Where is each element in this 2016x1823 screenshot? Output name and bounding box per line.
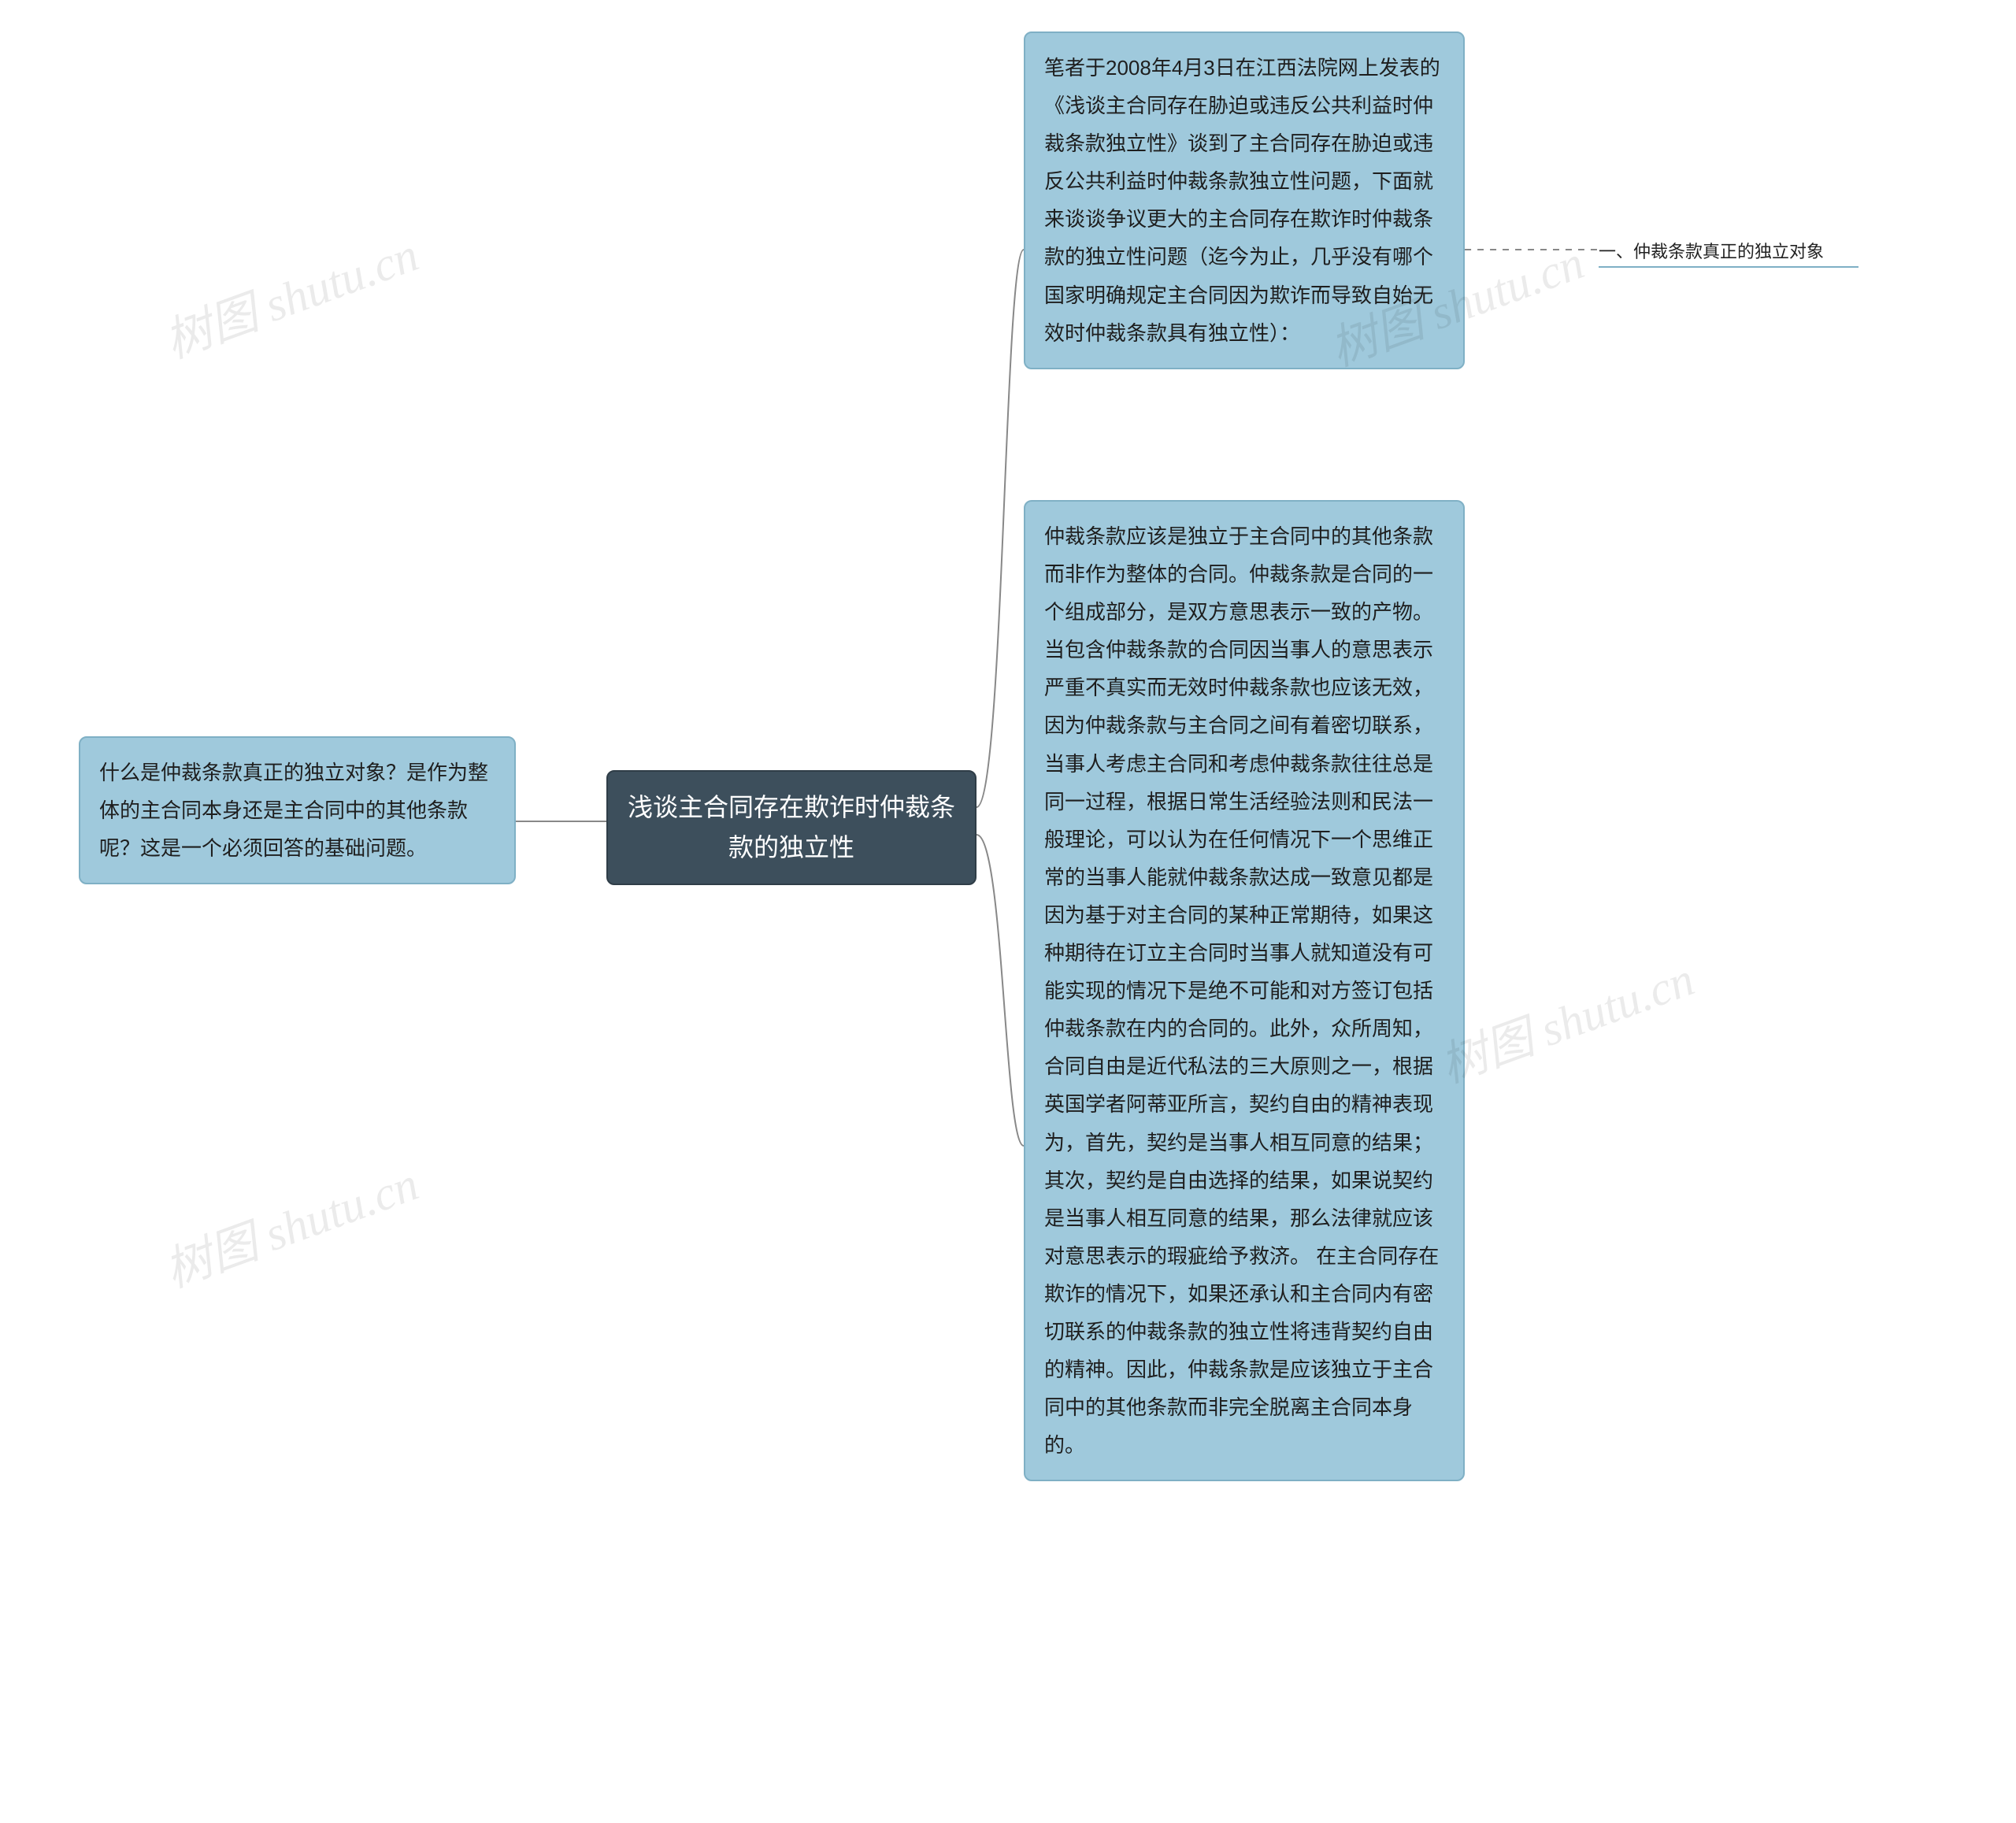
mindmap-node-right-bottom[interactable]: 仲裁条款应该是独立于主合同中的其他条款而非作为整体的合同。仲裁条款是合同的一个组…: [1024, 500, 1465, 1481]
watermark: 树图 shutu.cn: [154, 217, 426, 372]
mindmap-node-right-top[interactable]: 笔者于2008年4月3日在江西法院网上发表的《浅谈主合同存在胁迫或违反公共利益时…: [1024, 31, 1465, 369]
root-node-text: 浅谈主合同存在欺诈时仲裁条款的独立性: [628, 793, 955, 861]
edge-center-right-bottom: [976, 835, 1024, 1146]
watermark: 树图 shutu.cn: [1429, 941, 1702, 1096]
connector-layer: [0, 0, 2016, 1823]
node-left-text: 什么是仲裁条款真正的独立对象？是作为整体的主合同本身还是主合同中的其他条款呢？这…: [99, 761, 488, 860]
mindmap-leaf-node[interactable]: 一、仲裁条款真正的独立对象: [1599, 238, 1858, 266]
node-right-bottom-text: 仲裁条款应该是独立于主合同中的其他条款而非作为整体的合同。仲裁条款是合同的一个组…: [1044, 524, 1439, 1457]
watermark: 树图 shutu.cn: [154, 1146, 426, 1301]
mindmap-root-node[interactable]: 浅谈主合同存在欺诈时仲裁条款的独立性: [606, 770, 976, 885]
node-right-top-text: 笔者于2008年4月3日在江西法院网上发表的《浅谈主合同存在胁迫或违反公共利益时…: [1044, 56, 1440, 345]
leaf-node-text: 一、仲裁条款真正的独立对象: [1599, 242, 1824, 261]
mindmap-node-left[interactable]: 什么是仲裁条款真正的独立对象？是作为整体的主合同本身还是主合同中的其他条款呢？这…: [79, 736, 516, 884]
leaf-underline: [1599, 266, 1858, 268]
edge-center-right-top: [976, 250, 1024, 807]
